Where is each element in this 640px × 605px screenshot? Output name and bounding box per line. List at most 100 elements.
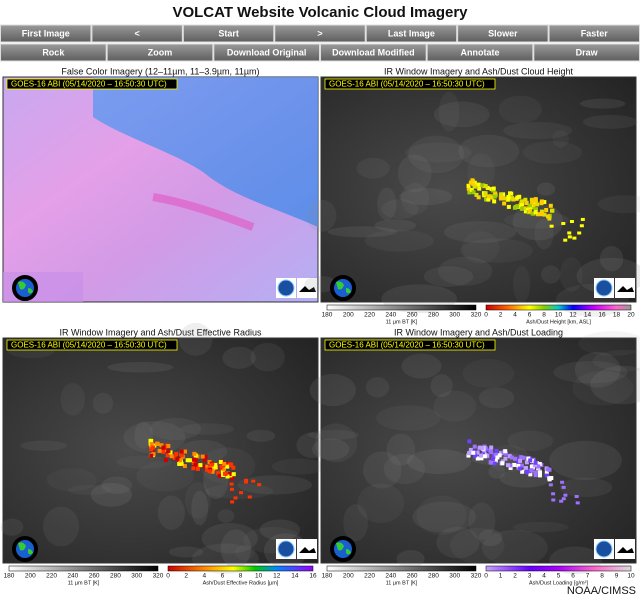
ash-pixel <box>179 453 184 458</box>
ash-pixel <box>239 491 244 495</box>
ash-pixel <box>488 460 493 465</box>
ash-pixel <box>230 500 235 504</box>
ash-pixel <box>524 465 529 470</box>
colorbar-label: Ash/Dust Loading [g/m²] <box>529 580 588 586</box>
ash-pixel <box>519 199 524 204</box>
ash-pixel <box>542 212 547 217</box>
ash-pixel <box>551 498 556 502</box>
colorbar-tick: 240 <box>385 312 396 319</box>
ash-pixel <box>467 439 472 444</box>
ash-pixel <box>198 463 203 468</box>
ash-pixel <box>521 206 526 211</box>
colorbar-tick: 260 <box>407 312 418 319</box>
ash-pixel <box>166 444 171 449</box>
colorbar-tick: 200 <box>343 573 354 580</box>
ash-pixel <box>547 467 552 472</box>
colorbar <box>485 304 632 311</box>
ash-pixel <box>191 466 196 471</box>
button-bg <box>106 43 214 62</box>
colorbar-tick: 8 <box>600 573 604 580</box>
ash-pixel <box>513 456 518 461</box>
colorbar-tick: 2 <box>184 573 188 580</box>
cloud-region <box>152 193 255 231</box>
ash-pixel <box>490 195 495 200</box>
cloud-texture <box>306 199 337 232</box>
ash-pixel <box>493 458 498 463</box>
cloud-texture <box>401 183 430 215</box>
colorbar-tick: 10 <box>627 573 635 580</box>
toolbar-button[interactable]: First Image <box>0 24 92 43</box>
ash-pixel <box>149 453 154 458</box>
globe-logo <box>330 536 356 562</box>
button-label: Download Original <box>227 47 307 57</box>
toolbar-button[interactable]: Start <box>182 24 275 43</box>
toolbar-button[interactable]: Slower <box>457 24 549 43</box>
cloud-texture <box>536 182 555 196</box>
cloud-texture <box>149 417 201 441</box>
colorbar-tick: 200 <box>25 573 36 580</box>
ash-pixel <box>492 461 497 466</box>
ash-pixel <box>503 449 508 454</box>
toolbar-button[interactable]: Faster <box>548 24 640 43</box>
ash-pixel <box>229 463 234 468</box>
ash-pixel <box>538 212 543 217</box>
colorbar-tick: 1 <box>499 573 503 580</box>
cloud-texture <box>574 351 621 388</box>
cloud-texture <box>458 134 520 168</box>
timestamp-bg <box>6 339 178 351</box>
ash-pixel <box>492 199 497 204</box>
toolbar-button[interactable]: < <box>91 24 183 43</box>
ash-pixel <box>251 479 256 483</box>
ash-pixel <box>524 469 529 474</box>
ash-pixel <box>567 235 572 239</box>
toolbar-button[interactable]: Last Image <box>365 24 458 43</box>
colorbar <box>326 304 477 311</box>
ash-pixel <box>161 445 166 450</box>
colorbar-tick: 20 <box>627 312 635 319</box>
ash-pixel <box>579 224 584 228</box>
toolbar-button[interactable]: > <box>274 24 366 43</box>
ash-pixel <box>526 206 531 211</box>
ash-pixel <box>533 460 538 465</box>
ash-pixel <box>549 224 554 228</box>
cloud-texture <box>478 529 503 547</box>
ash-pixel <box>489 450 494 455</box>
ash-pixel <box>529 197 534 202</box>
colorbar-tick: 260 <box>407 573 418 580</box>
cloud-texture <box>376 405 441 431</box>
ash-pixel <box>520 469 525 474</box>
cloud-texture <box>462 358 515 388</box>
cloud-texture <box>560 257 583 292</box>
toolbar-button[interactable]: Download Original <box>213 43 320 62</box>
button-bg <box>0 24 92 43</box>
ash-pixel <box>508 465 513 470</box>
ash-pixel <box>512 462 517 467</box>
colorbar-tick: 0 <box>484 573 488 580</box>
ash-pixel <box>523 197 528 202</box>
ash-pixel <box>179 461 184 466</box>
ash-pixel <box>233 496 238 500</box>
ash-pixel <box>534 207 539 212</box>
cloud-texture <box>592 349 640 372</box>
toolbar-button[interactable]: Draw <box>533 43 640 62</box>
panel: IR Window Imagery and Ash/Dust Cloud Hei… <box>304 66 640 325</box>
ash-pixel <box>482 454 487 459</box>
colorbar-tick: 280 <box>110 573 121 580</box>
ash-pixel <box>227 472 232 477</box>
cloud-texture <box>478 387 515 409</box>
toolbar-button[interactable]: Download Modified <box>320 43 427 62</box>
ash-pixel <box>177 458 182 463</box>
ash-pixel <box>472 184 477 189</box>
cloud-texture <box>590 365 640 405</box>
toolbar-button[interactable]: Rock <box>0 43 107 62</box>
button-label: Download Modified <box>332 47 415 57</box>
ash-pixel <box>480 446 485 451</box>
ash-pixel <box>537 461 542 466</box>
ash-pixel <box>491 186 496 191</box>
ash-pixel <box>489 445 494 450</box>
cloud-texture <box>42 506 80 547</box>
cloud-texture <box>222 346 256 369</box>
toolbar-button[interactable]: Annotate <box>426 43 534 62</box>
toolbar-button[interactable]: Zoom <box>106 43 214 62</box>
cloud-texture <box>423 266 474 287</box>
